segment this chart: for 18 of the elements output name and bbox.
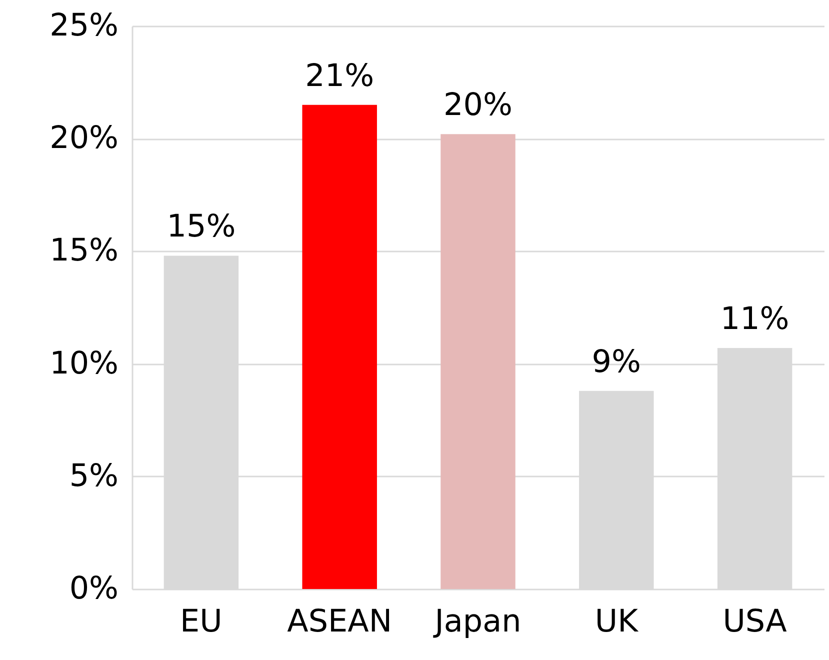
data-label: 11%	[720, 301, 790, 338]
y-tick-label: 25%	[50, 8, 118, 44]
x-tick-label: UK	[594, 604, 639, 640]
y-tick-label: 20%	[50, 120, 118, 156]
bar	[302, 104, 377, 589]
y-tick-label: 15%	[50, 232, 118, 269]
data-label: 21%	[305, 58, 374, 94]
bar	[440, 134, 516, 589]
y-tick-label: 5%	[69, 458, 118, 494]
data-label: 9%	[592, 344, 641, 380]
data-label: 15%	[166, 208, 236, 245]
y-tick-label: 0%	[69, 570, 118, 606]
data-label: 20%	[444, 87, 512, 124]
x-tick-label: EU	[180, 604, 222, 640]
x-tick-label: ASEAN	[287, 604, 392, 640]
x-tick-label: Japan	[432, 604, 522, 640]
y-tick-label: 10%	[50, 345, 118, 382]
x-tick-label: USA	[722, 604, 787, 640]
